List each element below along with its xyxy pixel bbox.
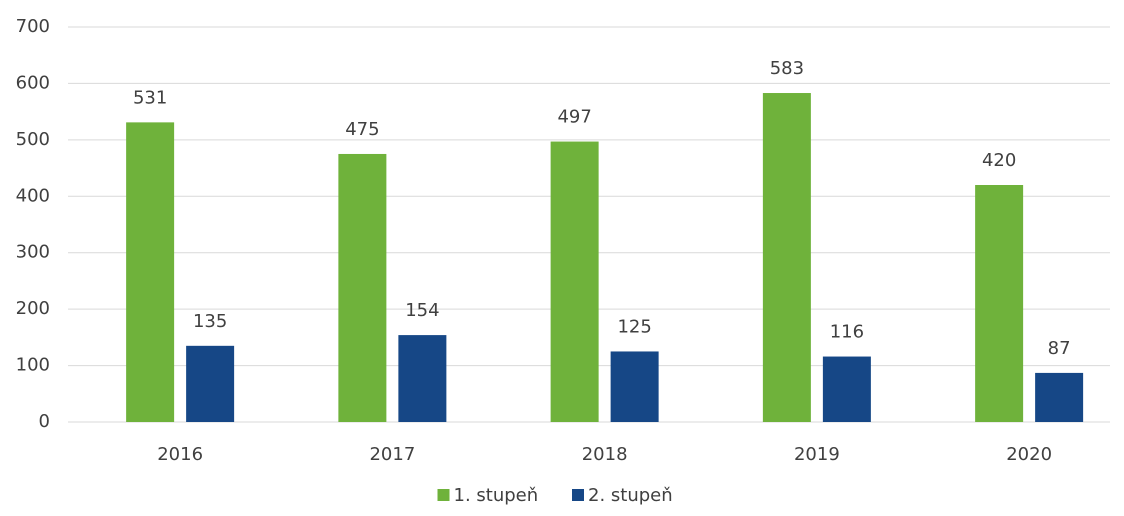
x-tick-label: 2019 bbox=[794, 444, 840, 465]
bar bbox=[1035, 372, 1084, 422]
y-tick-label: 400 bbox=[16, 185, 50, 206]
x-tick-label: 2017 bbox=[369, 444, 415, 465]
data-label: 583 bbox=[770, 58, 804, 79]
y-tick-label: 700 bbox=[16, 16, 50, 37]
bar bbox=[186, 345, 235, 422]
data-label: 420 bbox=[982, 150, 1016, 171]
bar bbox=[338, 153, 387, 422]
bar bbox=[762, 93, 811, 423]
legend-label: 2. stupeň bbox=[588, 485, 673, 506]
legend-label: 1. stupeň bbox=[454, 485, 539, 506]
x-tick-label: 2016 bbox=[157, 444, 203, 465]
x-tick-label: 2018 bbox=[582, 444, 628, 465]
bar bbox=[975, 185, 1024, 422]
data-label: 125 bbox=[617, 316, 651, 337]
legend-swatch bbox=[437, 489, 450, 501]
bar bbox=[126, 122, 175, 422]
bar bbox=[822, 356, 871, 422]
y-tick-label: 300 bbox=[16, 242, 50, 263]
data-label: 475 bbox=[345, 119, 379, 140]
y-tick-label: 200 bbox=[16, 298, 50, 319]
data-label: 154 bbox=[405, 300, 439, 321]
y-tick-label: 100 bbox=[16, 355, 50, 376]
y-tick-label: 0 bbox=[39, 411, 50, 432]
data-label: 135 bbox=[193, 311, 227, 332]
legend-swatch bbox=[572, 489, 584, 501]
y-tick-label: 600 bbox=[16, 72, 50, 93]
y-tick-label: 500 bbox=[16, 129, 50, 150]
data-label: 531 bbox=[133, 87, 167, 108]
data-label: 116 bbox=[830, 322, 864, 343]
bar bbox=[610, 351, 659, 422]
bar bbox=[550, 141, 599, 423]
bar bbox=[398, 335, 447, 422]
data-label: 497 bbox=[557, 107, 591, 128]
x-tick-label: 2020 bbox=[1006, 444, 1052, 465]
data-label: 87 bbox=[1048, 338, 1071, 359]
